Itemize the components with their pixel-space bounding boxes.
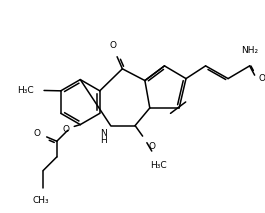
Text: O: O [258, 74, 265, 83]
Text: O: O [62, 125, 69, 134]
Text: N: N [100, 129, 107, 138]
Text: H: H [100, 136, 107, 145]
Text: O: O [109, 41, 116, 50]
Text: NH₂: NH₂ [241, 46, 258, 55]
Text: H₃C: H₃C [17, 86, 33, 95]
Text: O: O [149, 142, 156, 151]
Text: CH₃: CH₃ [33, 196, 50, 205]
Text: O: O [33, 129, 40, 138]
Text: H₃C: H₃C [150, 161, 166, 170]
